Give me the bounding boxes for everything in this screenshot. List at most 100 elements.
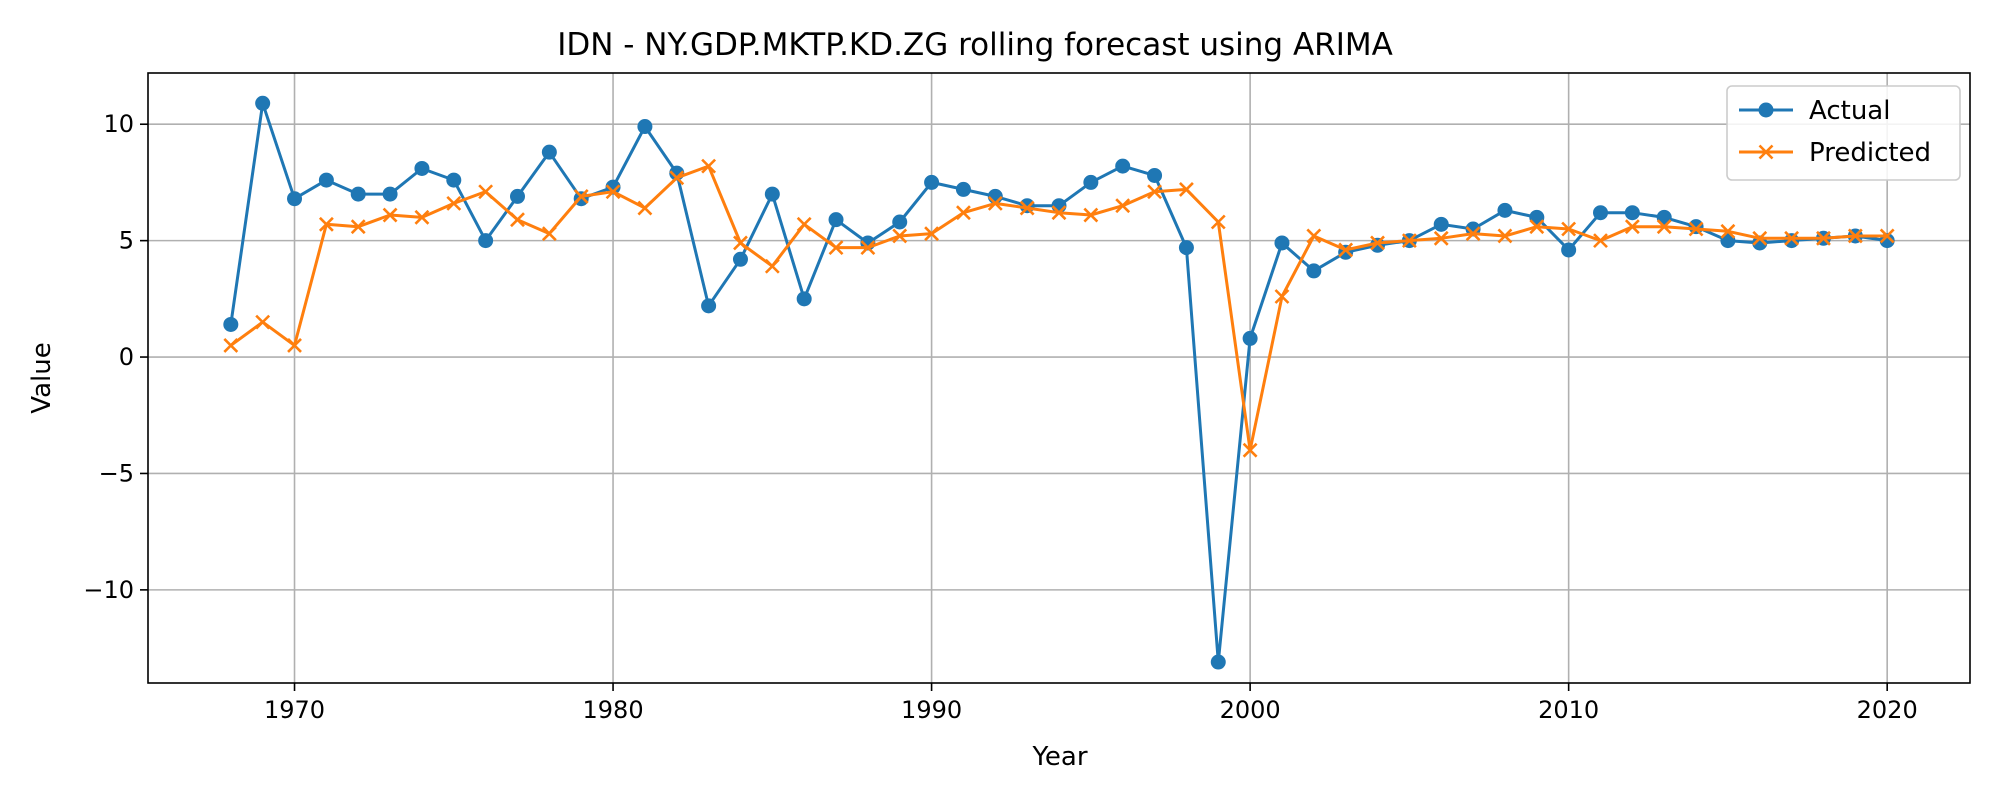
data-point-actual: [1433, 216, 1449, 232]
data-point-predicted: [1847, 228, 1863, 244]
data-point-predicted: [1529, 219, 1545, 235]
data-point-actual: [1147, 167, 1163, 183]
data-point-predicted: [1752, 230, 1768, 246]
data-point-actual: [955, 181, 971, 197]
data-point-predicted: [1210, 214, 1226, 230]
data-point-actual: [1306, 263, 1322, 279]
data-point-predicted: [1816, 230, 1831, 246]
chart-title: IDN - NY.GDP.MKTP.KD.ZG rolling forecast…: [557, 27, 1393, 63]
data-point-predicted: [541, 226, 557, 242]
data-point-predicted: [1051, 205, 1067, 221]
legend: Actual Predicted: [1726, 85, 1961, 181]
data-point-predicted: [1879, 228, 1895, 244]
x-axis: 1970 1980 1990 2000 2010 2020: [264, 683, 1918, 724]
x-tick-label: 1990: [901, 696, 962, 724]
y-tick-label: 10: [103, 110, 134, 138]
y-axis-label: Value: [27, 342, 57, 413]
x-tick-label: 2010: [1538, 696, 1599, 724]
data-point-predicted: [255, 314, 271, 330]
data-point-predicted: [1115, 198, 1131, 214]
y-tick-label: −5: [99, 459, 134, 487]
x-tick-label: 1970: [264, 696, 325, 724]
data-point-predicted: [1624, 219, 1640, 235]
data-point-predicted: [318, 216, 334, 232]
data-point-predicted: [1019, 200, 1035, 216]
data-point-predicted: [701, 158, 717, 174]
data-point-predicted: [1465, 226, 1481, 242]
data-point-predicted: [669, 170, 685, 186]
data-point-actual: [541, 144, 557, 160]
data-point-actual: [478, 233, 494, 249]
data-point-predicted: [1656, 219, 1672, 235]
data-point-predicted: [1593, 233, 1608, 249]
data-point-predicted: [1083, 207, 1099, 223]
data-point-actual: [318, 172, 334, 188]
data-point-predicted: [637, 200, 653, 216]
legend-marker-actual: [1758, 102, 1774, 118]
data-point-predicted: [1497, 228, 1513, 244]
data-point-actual: [732, 251, 748, 267]
data-point-actual: [287, 191, 303, 207]
data-point-actual: [764, 186, 780, 202]
data-point-actual: [414, 160, 430, 176]
data-point-actual: [1593, 205, 1609, 221]
data-point-actual: [1115, 158, 1131, 174]
legend-label-predicted: Predicted: [1809, 138, 1931, 168]
data-point-actual: [1497, 202, 1513, 218]
data-point-predicted: [605, 184, 621, 200]
data-point-predicted: [1178, 181, 1194, 197]
x-tick-label: 2000: [1220, 696, 1281, 724]
data-point-predicted: [1561, 221, 1577, 237]
series-predicted: [223, 158, 1895, 458]
data-point-predicted: [1274, 289, 1290, 304]
data-point-predicted: [287, 337, 302, 353]
data-point-predicted: [414, 209, 430, 225]
data-point-actual: [828, 212, 844, 228]
data-point-predicted: [510, 212, 525, 228]
data-point-predicted: [223, 337, 239, 353]
data-point-actual: [1210, 654, 1226, 670]
data-point-actual: [382, 186, 398, 202]
data-point-predicted: [1147, 184, 1162, 200]
data-point-actual: [1242, 330, 1258, 346]
series-layer: [223, 95, 1895, 670]
data-point-predicted: [1338, 242, 1354, 258]
data-point-predicted: [1688, 221, 1704, 237]
data-point-predicted: [1242, 442, 1258, 458]
data-point-actual: [892, 214, 908, 230]
data-point-actual: [1178, 240, 1194, 256]
data-point-actual: [1274, 235, 1290, 251]
data-point-actual: [1561, 242, 1577, 258]
data-point-predicted: [860, 240, 876, 256]
x-axis-label: Year: [1031, 742, 1087, 772]
data-point-predicted: [382, 207, 398, 223]
plot-frame: [147, 72, 1971, 684]
data-point-predicted: [446, 195, 462, 211]
data-point-actual: [446, 172, 462, 188]
data-point-predicted: [956, 205, 971, 221]
data-point-actual: [796, 291, 812, 307]
data-point-predicted: [478, 184, 494, 200]
legend-label-actual: Actual: [1809, 96, 1890, 126]
legend-marker-predicted: [1758, 144, 1774, 160]
data-point-actual: [637, 119, 653, 135]
data-point-predicted: [1370, 235, 1385, 251]
data-point-actual: [1784, 233, 1800, 249]
data-point-predicted: [1306, 228, 1322, 244]
data-point-actual: [509, 188, 525, 204]
data-point-actual: [924, 174, 940, 190]
x-tick-label: 2020: [1857, 696, 1918, 724]
data-point-predicted: [1433, 230, 1449, 246]
data-point-predicted: [573, 188, 589, 204]
data-point-predicted: [764, 258, 780, 274]
y-axis: −10 −5 0 5 10: [83, 110, 148, 604]
y-tick-label: 0: [119, 343, 134, 371]
data-point-actual: [1019, 198, 1035, 214]
data-point-actual: [1624, 205, 1640, 221]
data-point-predicted: [828, 240, 844, 256]
y-tick-label: 5: [119, 227, 134, 255]
data-point-predicted: [796, 216, 812, 232]
data-point-predicted: [987, 195, 1003, 211]
